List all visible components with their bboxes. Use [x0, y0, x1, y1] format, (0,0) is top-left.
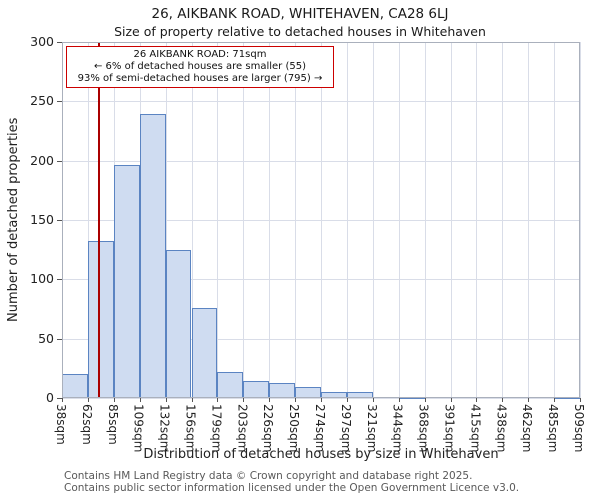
- gridline-h: [62, 160, 580, 162]
- bar: [139, 114, 166, 398]
- x-tick: [372, 398, 374, 402]
- bar: [165, 249, 192, 398]
- x-tick-label: 62sqm: [79, 404, 94, 445]
- y-tick: [57, 338, 62, 340]
- x-tick: [139, 398, 141, 402]
- bar: [398, 396, 425, 399]
- gridline-h: [62, 220, 580, 221]
- x-axis-label: Distribution of detached houses by size …: [143, 447, 499, 462]
- annotation-line3: 93% of semi-detached houses are larger (…: [77, 73, 323, 84]
- footer-attribution-2: Contains public sector information licen…: [64, 482, 520, 494]
- x-tick-label: 156sqm: [183, 404, 198, 453]
- bar: [269, 382, 296, 398]
- y-tick-label: 150: [30, 212, 54, 227]
- bar: [113, 165, 140, 398]
- y-tick-label: 100: [30, 271, 54, 287]
- chart-subtitle: Size of property relative to detached ho…: [114, 24, 486, 39]
- gridline-v: [580, 42, 581, 398]
- y-tick: [57, 101, 62, 103]
- x-tick: [580, 398, 581, 402]
- x-tick: [502, 398, 504, 402]
- y-tick: [57, 279, 62, 281]
- bar: [217, 371, 244, 398]
- y-tick-label: 300: [30, 34, 54, 49]
- x-tick-label: 250sqm: [287, 404, 302, 453]
- x-tick-label: 509sqm: [572, 404, 586, 453]
- x-tick: [476, 398, 478, 402]
- chart-title: 26, AIKBANK ROAD, WHITEHAVEN, CA28 6LJ: [151, 6, 449, 22]
- y-tick-label: 250: [30, 93, 54, 109]
- x-tick: [450, 398, 452, 402]
- x-tick-label: 438sqm: [494, 404, 509, 453]
- x-tick-label: 462sqm: [520, 404, 535, 453]
- x-tick: [243, 398, 245, 402]
- bar: [62, 374, 88, 398]
- marker-line: [98, 42, 100, 398]
- footer-attribution-1: Contains HM Land Registry data © Crown c…: [64, 470, 473, 482]
- y-tick-label: 50: [38, 330, 54, 346]
- x-tick-label: 274sqm: [313, 404, 327, 453]
- x-tick-label: 226sqm: [261, 404, 276, 453]
- x-tick: [346, 398, 348, 402]
- x-tick: [528, 398, 530, 402]
- x-tick-label: 203sqm: [235, 404, 250, 453]
- gridline-h: [62, 279, 580, 281]
- y-tick-label: 200: [30, 152, 54, 168]
- x-tick: [191, 398, 193, 402]
- bar: [243, 381, 270, 398]
- x-tick: [269, 398, 271, 402]
- y-tick: [57, 42, 62, 43]
- bar: [87, 241, 114, 398]
- x-tick: [217, 398, 219, 402]
- x-tick-label: 132sqm: [157, 404, 172, 453]
- bar: [191, 307, 218, 398]
- bar: [346, 392, 373, 398]
- x-tick: [398, 398, 400, 402]
- x-tick: [295, 398, 297, 402]
- x-tick: [165, 398, 167, 402]
- gridline-h: [62, 338, 580, 340]
- bar: [321, 392, 347, 398]
- x-tick: [62, 398, 63, 402]
- gridline-h: [62, 42, 580, 43]
- x-tick: [424, 398, 426, 402]
- x-tick-label: 415sqm: [468, 404, 483, 453]
- x-tick-label: 344sqm: [390, 404, 405, 453]
- x-tick-label: 485sqm: [546, 404, 561, 453]
- x-tick: [113, 398, 115, 402]
- y-tick: [57, 220, 62, 221]
- x-tick-label: 391sqm: [442, 404, 457, 453]
- annotation-line1: 26 AIKBANK ROAD: 71sqm: [133, 49, 267, 60]
- y-tick-label: 0: [46, 390, 54, 405]
- annotation-box: 26 AIKBANK ROAD: 71sqm ← 6% of detached …: [66, 46, 334, 88]
- x-tick-label: 38sqm: [54, 404, 68, 445]
- x-tick-label: 179sqm: [209, 404, 224, 453]
- x-tick-label: 368sqm: [416, 404, 431, 453]
- annotation-line2: ← 6% of detached houses are smaller (55): [94, 61, 306, 72]
- bar: [554, 396, 580, 399]
- x-tick-label: 85sqm: [105, 404, 120, 445]
- x-tick-label: 321sqm: [364, 404, 379, 453]
- gridline-h: [62, 101, 580, 103]
- x-tick: [554, 398, 556, 402]
- bar: [295, 387, 321, 398]
- x-tick: [87, 398, 89, 402]
- y-tick: [57, 160, 62, 162]
- y-tick: [57, 398, 62, 399]
- x-tick: [321, 398, 322, 402]
- x-tick-label: 109sqm: [131, 404, 146, 453]
- x-tick-label: 297sqm: [338, 404, 353, 453]
